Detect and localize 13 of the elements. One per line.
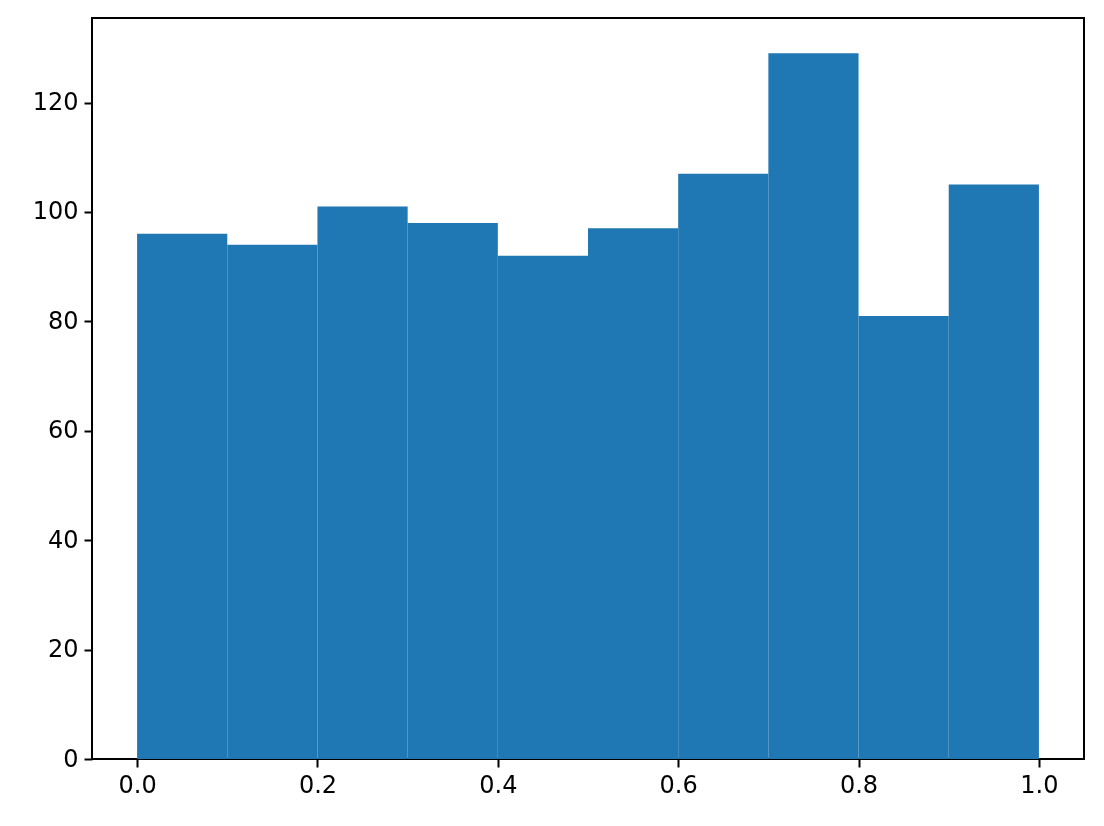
x-tick-label: 0.0 (118, 770, 157, 799)
x-tick-label: 0.8 (839, 770, 879, 799)
x-tick-label: 0.2 (298, 770, 338, 799)
x-tick-label: 0.6 (659, 770, 698, 799)
y-tick-label: 80 (47, 306, 79, 335)
y-tick-label: 0 (63, 744, 79, 773)
y-tick-label: 100 (32, 197, 79, 226)
x-tick-label: 1.0 (1020, 770, 1059, 799)
y-tick-label: 40 (47, 525, 79, 554)
x-tick-label: 0.4 (479, 770, 518, 799)
y-tick-label: 60 (47, 416, 79, 445)
y-tick-label: 20 (47, 635, 79, 664)
y-tick-label: 120 (32, 88, 79, 117)
